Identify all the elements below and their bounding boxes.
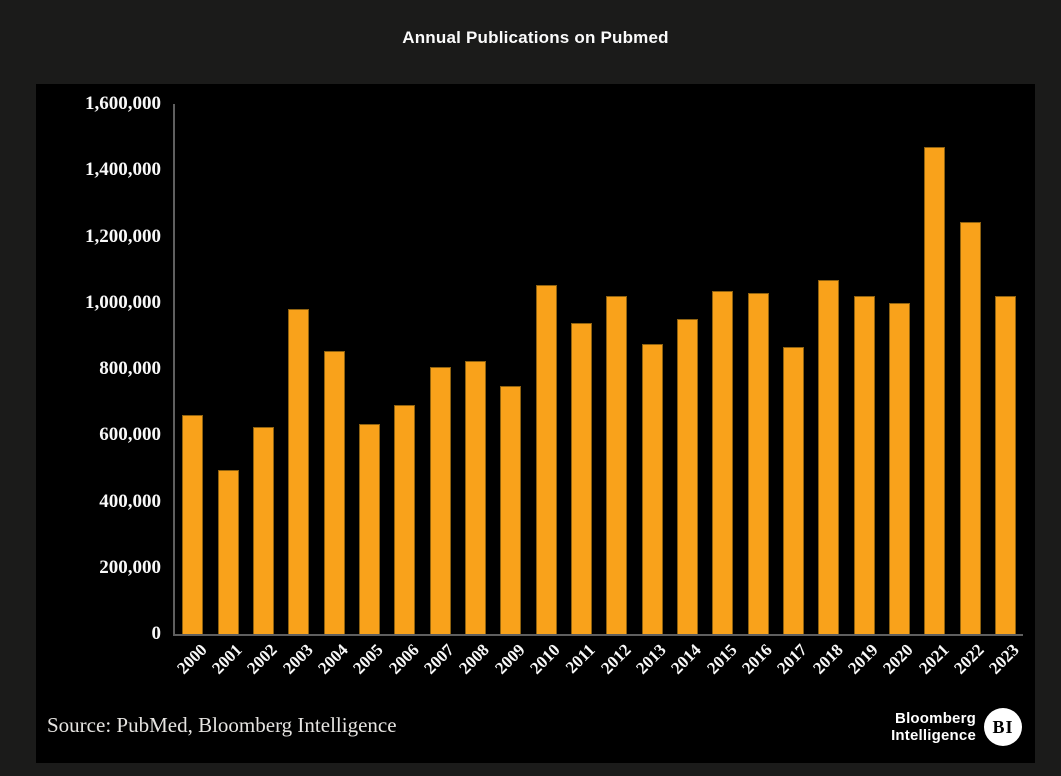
bar-2016 — [747, 292, 769, 634]
logo-line1: Bloomberg — [895, 710, 976, 727]
bar-2017 — [782, 347, 804, 634]
bar-2007 — [429, 367, 451, 634]
bar-2005 — [358, 423, 380, 634]
logo-text: Bloomberg Intelligence — [891, 710, 976, 744]
plot-area — [173, 104, 1023, 636]
bar-2000 — [182, 415, 204, 634]
logo-line2: Intelligence — [891, 727, 976, 744]
bar-2013 — [641, 344, 663, 634]
y-tick-label: 1,600,000 — [85, 93, 161, 114]
bar-2018 — [818, 279, 840, 634]
chart-panel: 0 200,000 400,000 600,000 800,000 1,000,000 1,… — [36, 84, 1035, 763]
bar-2003 — [288, 309, 310, 634]
bar-2009 — [500, 385, 522, 634]
bar-2021 — [924, 147, 946, 634]
y-tick-label: 800,000 — [99, 358, 161, 379]
source-text: Source: PubMed, Bloomberg Intelligence — [47, 713, 397, 737]
bar-2014 — [676, 319, 698, 634]
bar-2019 — [853, 296, 875, 634]
bar-2002 — [252, 426, 274, 634]
bar-2012 — [606, 296, 628, 634]
bar-2010 — [535, 284, 557, 634]
y-tick-label: 200,000 — [99, 556, 161, 578]
bar-2008 — [464, 360, 486, 634]
bar-2020 — [888, 302, 910, 634]
y-tick-label: 1,000,000 — [85, 291, 161, 313]
y-tick-label: 1,400,000 — [85, 159, 161, 181]
bar-2011 — [570, 322, 592, 634]
bi-badge-icon: BI — [984, 708, 1022, 746]
bar-2004 — [323, 350, 345, 634]
bar-2022 — [959, 221, 981, 634]
y-tick-label: 600,000 — [99, 424, 161, 446]
bar-2006 — [394, 405, 416, 634]
chart-title: Annual Publications on Pubmed — [402, 28, 669, 47]
bar-2001 — [217, 470, 239, 634]
y-tick-label: 400,000 — [99, 490, 161, 512]
bloomberg-intelligence-logo: Bloomberg Intelligence BI — [891, 706, 1022, 748]
y-tick-label: 0 — [151, 623, 162, 644]
bar-2023 — [994, 296, 1016, 634]
y-tick-label: 1,200,000 — [85, 225, 161, 247]
bar-2015 — [712, 291, 734, 634]
